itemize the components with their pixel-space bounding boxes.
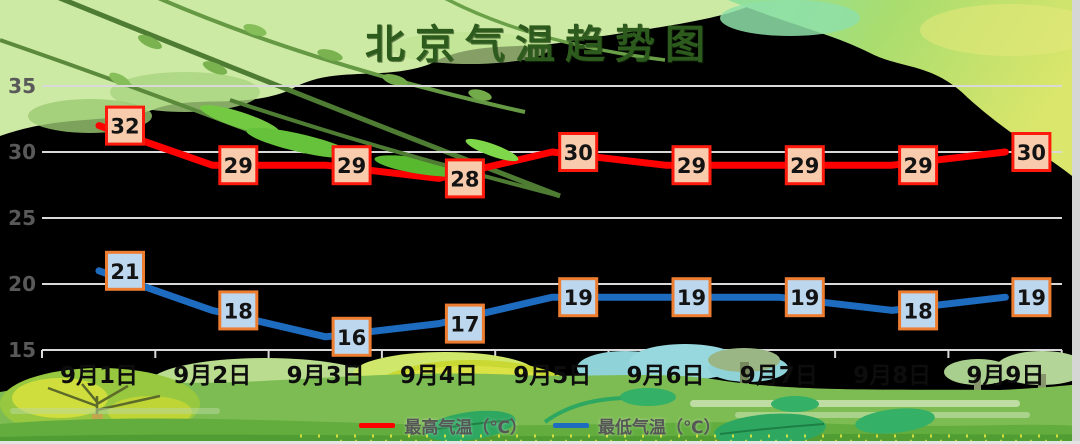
data-label-box	[671, 277, 712, 318]
data-label-box	[1011, 132, 1052, 172]
data-label-box	[558, 132, 599, 172]
data-label-value: 18	[224, 299, 253, 323]
data-label-box	[218, 290, 259, 331]
data-label-value: 17	[450, 313, 479, 337]
data-label-value: 19	[790, 286, 819, 310]
data-label-value: 21	[110, 260, 139, 284]
y-tick-label: 20	[8, 272, 36, 296]
legend-item-min-temp: 最低气温（℃）	[553, 413, 721, 438]
x-axis-label: 9月8日	[853, 363, 931, 389]
data-label-box	[784, 145, 825, 186]
data-label-value: 29	[337, 154, 366, 178]
x-axis-label: 9月4日	[400, 363, 478, 389]
y-tick-label: 25	[8, 206, 36, 230]
data-label-box	[898, 145, 939, 186]
max-temp-data-label: 32	[105, 105, 145, 146]
min-temp-data-label: 19	[558, 277, 599, 318]
data-label-value: 19	[564, 286, 593, 310]
data-label-value: 16	[337, 326, 366, 350]
x-axis-label: 9月6日	[626, 363, 704, 389]
data-label-box	[105, 105, 145, 146]
data-label-box	[444, 303, 485, 344]
data-label-value: 29	[790, 154, 819, 178]
legend: 最高气温（℃） 最低气温（℃）	[0, 413, 1080, 438]
x-axis-label: 9月7日	[740, 363, 818, 389]
data-label-value: 30	[1017, 141, 1046, 165]
data-label-box	[898, 290, 939, 331]
data-label-value: 19	[677, 286, 706, 310]
min-temp-line-swatch	[553, 423, 589, 428]
window-edge-bottom	[0, 441, 1080, 444]
min-temp-data-label: 16	[331, 316, 372, 357]
x-axis-labels: 9月1日 9月2日 9月3日 9月4日 9月5日 9月6日 9月7日 9月8日 9月9日	[60, 363, 1044, 389]
tree-crown	[708, 348, 780, 372]
data-label-value: 18	[903, 299, 932, 323]
ground-leaves	[424, 388, 935, 444]
decoration-top-right-wash	[720, 0, 1080, 182]
max-temp-data-label: 30	[558, 132, 599, 172]
min-temp-data-label: 19	[784, 277, 825, 318]
min-temp-data-label: 19	[671, 277, 712, 318]
data-labels: 32 29 29 28 30 29 29 29 30 21 18 16 17 19 19 19 18 19	[105, 105, 1052, 357]
max-temp-data-label: 29	[898, 145, 939, 186]
legend-label-max-temp: 最高气温（℃）	[404, 418, 527, 438]
x-axis-label: 9月2日	[173, 363, 251, 389]
data-label-box	[1011, 277, 1052, 318]
data-label-value: 29	[677, 154, 706, 178]
x-axis-label: 9月3日	[287, 363, 365, 389]
min-temp-data-label: 21	[105, 250, 145, 291]
max-temp-data-label: 29	[331, 145, 372, 186]
min-temp-data-label: 19	[1011, 277, 1052, 318]
data-label-value: 29	[903, 154, 932, 178]
min-temp-data-label: 18	[218, 290, 259, 331]
decoration-leaf-blades	[199, 98, 561, 198]
max-temp-data-label: 29	[671, 145, 712, 186]
y-axis-labels: 35 30 25 20 15	[8, 74, 36, 362]
min-temp-data-label: 17	[444, 303, 485, 344]
y-tick-label: 30	[8, 140, 36, 164]
data-label-value: 29	[224, 154, 253, 178]
data-label-box	[105, 250, 145, 291]
y-tick-label: 15	[8, 338, 36, 362]
path-streak	[690, 400, 1020, 407]
min-temp-data-label: 18	[898, 290, 939, 331]
window-edge-right	[1072, 0, 1080, 444]
max-temp-line-swatch	[359, 423, 396, 428]
data-label-box	[331, 316, 372, 357]
data-label-box	[784, 277, 825, 318]
data-label-box	[218, 145, 259, 186]
max-temp-data-label: 30	[1011, 132, 1052, 172]
data-label-value: 32	[110, 115, 139, 139]
x-axis-label: 9月9日	[966, 363, 1044, 389]
x-axis-label: 9月5日	[513, 363, 591, 389]
y-tick-label: 35	[8, 74, 36, 98]
x-axis-label: 9月1日	[60, 363, 138, 389]
data-label-value: 28	[450, 167, 479, 191]
decoration-landscape	[0, 344, 1080, 444]
legend-label-min-temp: 最低气温（℃）	[598, 418, 721, 438]
data-label-box	[671, 145, 712, 186]
data-label-box	[444, 158, 485, 199]
max-temp-data-label: 28	[444, 158, 485, 199]
data-label-value: 30	[564, 141, 593, 165]
max-temp-data-label: 29	[784, 145, 825, 186]
data-label-box	[331, 145, 372, 186]
data-label-value: 19	[1017, 286, 1046, 310]
legend-item-max-temp: 最高气温（℃）	[359, 413, 527, 438]
max-temp-data-label: 29	[218, 145, 259, 186]
data-label-box	[558, 277, 599, 318]
palm-tree	[944, 359, 1012, 385]
